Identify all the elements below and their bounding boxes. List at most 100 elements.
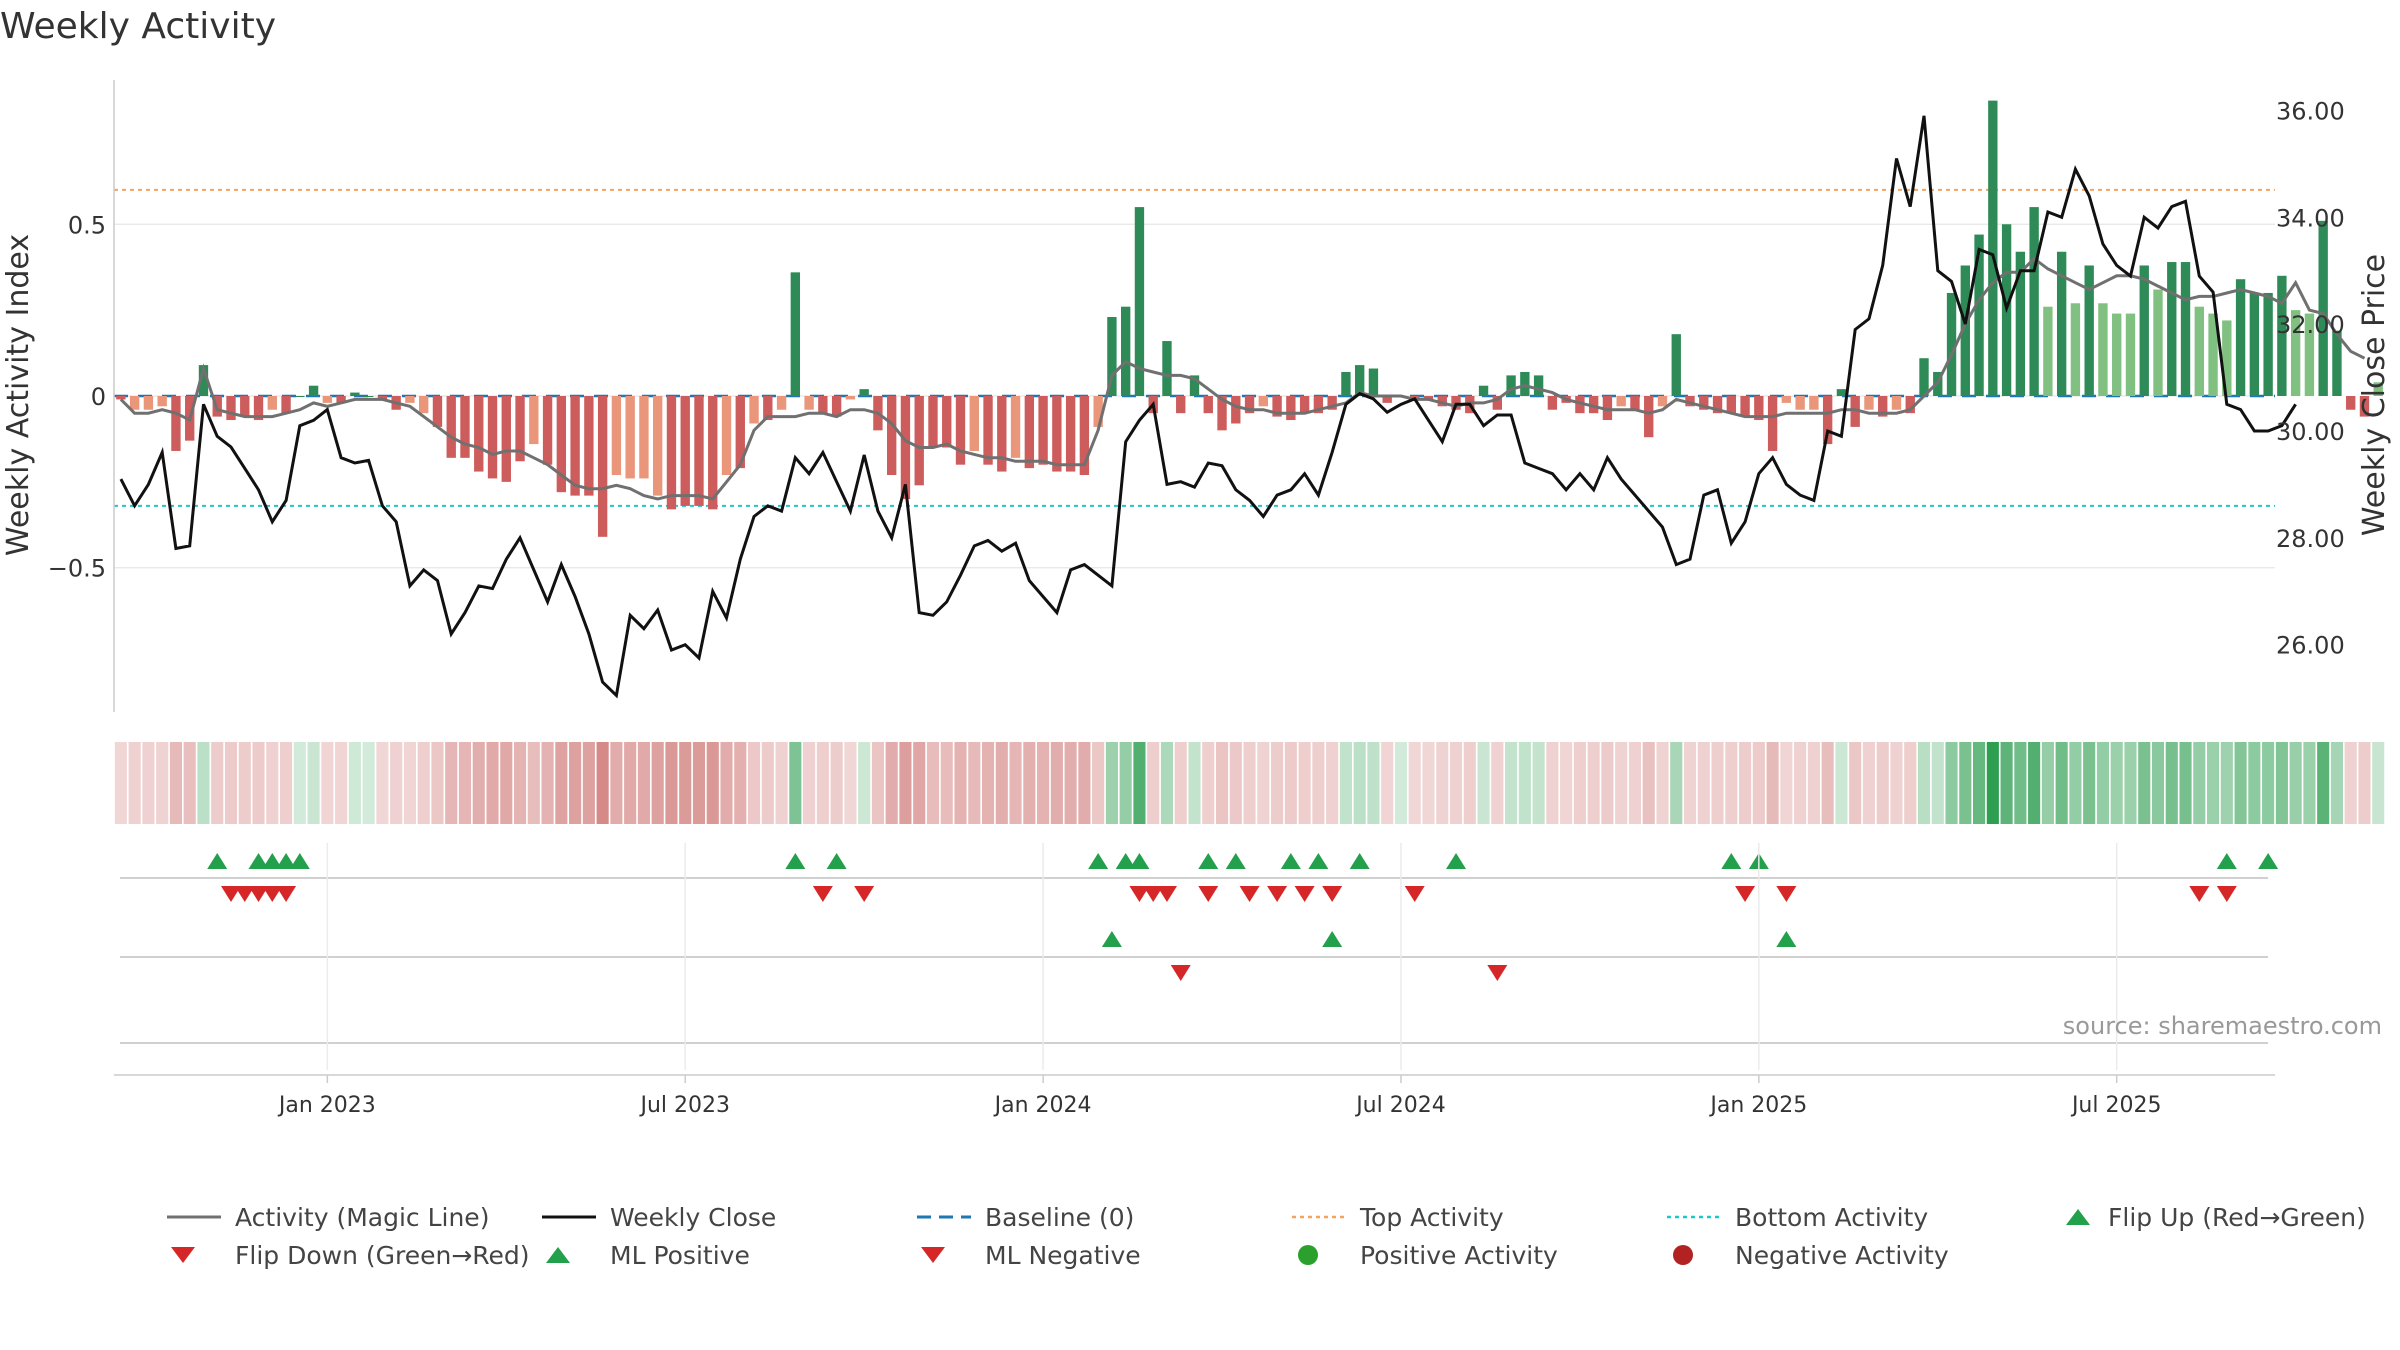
heat-strip-cell [1257, 742, 1270, 824]
flip-down-marker [1776, 886, 1797, 902]
flip-down-marker [234, 886, 255, 902]
activity-bar [1726, 396, 1736, 414]
heat-strip-cell [1890, 742, 1903, 824]
activity-bar [1588, 396, 1599, 414]
legend-label: Activity (Magic Line) [235, 1202, 490, 1232]
legend-label: Negative Activity [1735, 1240, 1949, 1270]
activity-bar [1795, 396, 1805, 410]
activity-bar [1492, 396, 1502, 410]
activity-bar [1575, 396, 1585, 414]
activity-bar [859, 389, 869, 396]
heat-strip-cell [1202, 742, 1215, 824]
heat-strip-cell [1147, 742, 1160, 824]
legend-swatch-magic-line [167, 1215, 221, 1219]
heat-strip-cell [142, 742, 155, 824]
heat-strip-cell [1931, 742, 1944, 824]
heat-strip-cell [1271, 742, 1284, 824]
activity-bar [198, 365, 209, 396]
activity-bar [1657, 396, 1668, 407]
heat-strip-cell [789, 742, 802, 824]
activity-bar [1052, 396, 1062, 472]
heat-strip-cell [390, 742, 403, 824]
heat-strip-cell [513, 742, 527, 824]
flip-up-marker [1088, 853, 1109, 869]
flip-down-marker [1404, 886, 1425, 902]
flip-down-marker [248, 886, 269, 902]
heat-strip-cell [1023, 742, 1036, 824]
heat-strip-cell [940, 742, 953, 824]
heat-strip-cell [844, 742, 857, 824]
legend-item-baseline: Baseline (0) [915, 1198, 1290, 1236]
activity-bar [240, 396, 250, 417]
legend-label: Flip Up (Red→Green) [2108, 1202, 2366, 1232]
activity-bar [1767, 396, 1778, 451]
heat-strip-cell [1601, 742, 1614, 824]
activity-bar [997, 396, 1007, 472]
heat-strip-cell [858, 742, 871, 824]
heat-strip-cell [2028, 742, 2041, 824]
activity-bar [708, 396, 718, 510]
activity-bar [928, 396, 938, 448]
legend-item-top-activity: Top Activity [1290, 1198, 1665, 1236]
legend-item-negative-activity: Negative Activity [1665, 1236, 2060, 1274]
heat-strip-cell [252, 742, 265, 824]
heat-strip-cell [1505, 742, 1518, 824]
activity-bar [515, 396, 525, 462]
activity-bar [419, 396, 429, 414]
flip-down-marker [1239, 886, 1260, 902]
heat-strip-cell [816, 742, 829, 824]
series-lines [119, 115, 2366, 699]
heat-strip-cell [1849, 742, 1862, 824]
heat-strip-cell [2014, 742, 2027, 824]
legend-item-positive-activity: Positive Activity [1290, 1236, 1665, 1274]
heat-strip-cell [2262, 742, 2275, 824]
activity-bar [1712, 396, 1723, 414]
heat-strip-cell [968, 742, 981, 824]
heat-strip-cell [1780, 742, 1793, 824]
activity-bar [1038, 396, 1048, 465]
activity-bar [363, 396, 374, 397]
x-axis: Jan 2023 Jul 2023 Jan 2024 Jul 2024 Jan 2025… [114, 843, 2275, 1118]
activity-bar [2098, 303, 2108, 396]
legend-swatch-baseline [917, 1215, 971, 1219]
heat-strip-cell [335, 742, 348, 824]
flip-up-marker [289, 853, 310, 869]
activity-bar [1506, 375, 1516, 396]
x-tick-label: Jan 2025 [1708, 1093, 1807, 1118]
activity-bar [1850, 396, 1860, 427]
legend-item-magic-line: Activity (Magic Line) [165, 1198, 540, 1236]
heat-strip-cell [1463, 742, 1476, 824]
legend-swatch-weekly-close [542, 1215, 596, 1219]
ml-negative-marker [1487, 965, 1508, 981]
activity-bar [887, 396, 897, 475]
x-tick-label: Jan 2023 [277, 1093, 376, 1118]
activity-bar [1878, 396, 1888, 417]
activity-bar [377, 396, 388, 400]
activity-bar [900, 396, 911, 500]
activity-bar [2373, 382, 2383, 396]
activity-bar [1176, 396, 1186, 414]
activity-bar [584, 396, 594, 496]
flip-up-marker [826, 853, 847, 869]
ml-positive-marker [1322, 931, 1343, 947]
activity-bar [474, 396, 484, 472]
heat-strip-cell [211, 742, 224, 824]
heat-strip-cell [596, 742, 609, 824]
activity-bar [625, 396, 635, 479]
heat-strip-cell [582, 742, 595, 824]
triangle-up-icon [2066, 1209, 2090, 1225]
heat-strip-cell [665, 742, 678, 824]
heat-strip-cell [734, 742, 747, 824]
activity-bar [721, 396, 732, 475]
activity-bar [1781, 396, 1792, 403]
heat-strip-cell [1050, 742, 1063, 824]
heat-strip-cell [2220, 742, 2233, 824]
activity-bar [1217, 396, 1227, 431]
heat-strip-cell [1422, 742, 1435, 824]
heat-strip-cell [1821, 742, 1834, 824]
activity-bar [1079, 396, 1090, 475]
heat-strip-cell [472, 742, 485, 824]
heat-strip-cell [2165, 742, 2178, 824]
flip-up-marker [276, 853, 297, 869]
heat-strip-cell [156, 742, 169, 824]
